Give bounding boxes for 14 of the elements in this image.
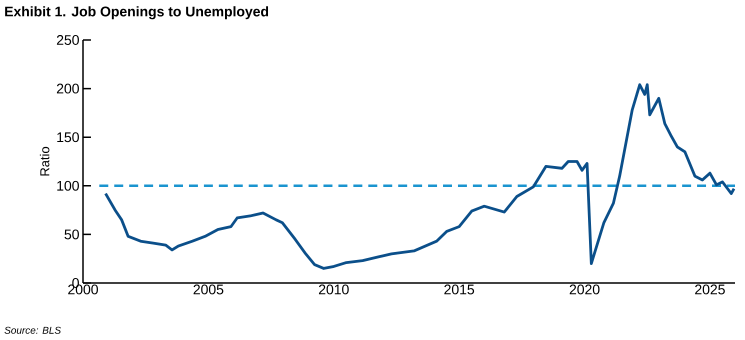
y-tick-label: 100: [57, 180, 79, 191]
y-axis-title: Ratio: [40, 146, 50, 176]
x-tick-label: 2025: [695, 284, 725, 294]
y-tick-label: 50: [64, 229, 79, 240]
line-series: [104, 83, 736, 270]
chart-title: Exhibit 1. Job Openings to Unemployed: [5, 6, 268, 20]
source-note: Source: BLS: [4, 326, 61, 334]
x-tick-label: 2020: [570, 284, 600, 294]
y-tick-label: 250: [56, 35, 79, 45]
y-tick-label: 150: [57, 132, 79, 142]
x-tick-label: 2005: [194, 284, 224, 294]
x-tick-label: 2015: [444, 284, 474, 294]
y-tick-label: 200: [56, 84, 79, 94]
x-tick-label: 2010: [318, 284, 349, 294]
